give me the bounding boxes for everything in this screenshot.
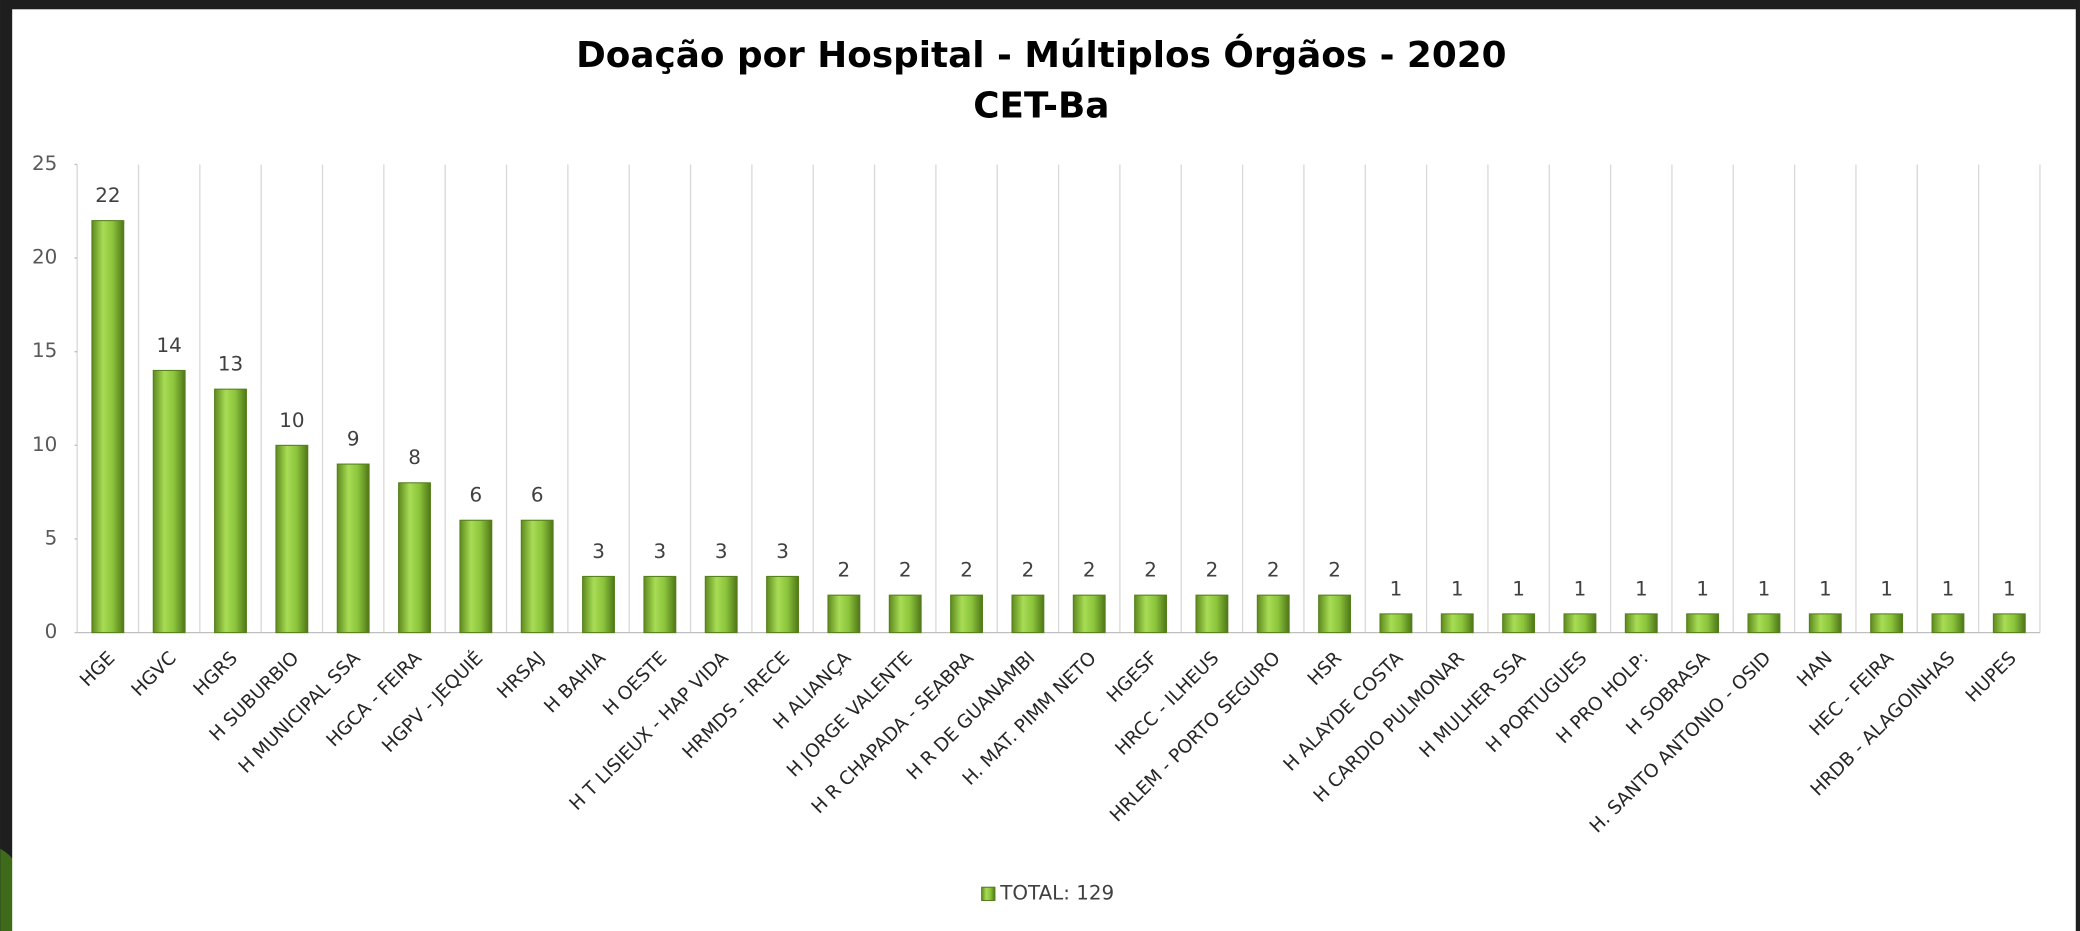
legend-swatch — [981, 886, 996, 902]
bar — [704, 575, 738, 634]
bar — [1808, 613, 1842, 634]
data-label: 2 — [1206, 559, 1219, 582]
bar — [1318, 594, 1352, 634]
y-tick-label: 10 — [32, 433, 57, 456]
data-label: 2 — [1144, 559, 1157, 582]
bar — [91, 220, 125, 634]
data-label: 3 — [776, 540, 789, 563]
bar — [336, 463, 370, 634]
data-label: 6 — [531, 484, 544, 507]
bar — [152, 369, 186, 634]
data-label: 2 — [1267, 559, 1280, 582]
bar — [1011, 594, 1045, 634]
bar — [1195, 594, 1229, 634]
y-tick-label: 5 — [45, 526, 58, 549]
data-label: 14 — [157, 334, 182, 357]
chart-subtitle: CET-Ba — [973, 85, 1109, 126]
bar — [1256, 594, 1290, 634]
legend-label: TOTAL: 129 — [999, 881, 1114, 904]
data-label: 1 — [2003, 577, 2016, 600]
data-label: 1 — [1512, 577, 1525, 600]
bar — [1870, 613, 1904, 634]
data-label: 22 — [95, 184, 120, 207]
data-label: 13 — [218, 353, 243, 376]
data-label: 1 — [1880, 577, 1893, 600]
data-label: 2 — [1022, 559, 1035, 582]
bar — [214, 388, 247, 634]
bar — [275, 444, 309, 634]
bar — [1624, 613, 1658, 634]
bar — [520, 519, 554, 634]
bar — [1931, 613, 1965, 634]
chart-title: Doação por Hospital - Múltiplos Órgãos -… — [576, 34, 1507, 76]
bar — [1134, 594, 1168, 634]
data-label: 6 — [470, 484, 483, 507]
y-tick-label: 20 — [32, 246, 57, 269]
data-label: 1 — [1635, 577, 1648, 600]
data-label: 9 — [347, 428, 360, 451]
bar — [1072, 594, 1106, 634]
chart-area — [12, 9, 2076, 931]
data-label: 1 — [1390, 577, 1403, 600]
bar — [582, 575, 615, 634]
data-label: 2 — [899, 559, 912, 582]
bar — [1992, 613, 2026, 634]
bar — [888, 594, 922, 634]
data-label: 2 — [960, 559, 973, 582]
data-label: 2 — [1083, 559, 1096, 582]
data-label: 3 — [654, 540, 667, 563]
data-label: 1 — [1451, 577, 1464, 600]
bar — [1379, 613, 1413, 634]
bar — [643, 575, 677, 634]
data-label: 10 — [279, 409, 304, 432]
y-tick-label: 0 — [45, 620, 58, 643]
bar — [1502, 613, 1536, 634]
data-label: 8 — [408, 446, 421, 469]
bar — [1563, 613, 1597, 634]
bar — [459, 519, 493, 634]
data-label: 1 — [1574, 577, 1587, 600]
bar — [398, 482, 431, 634]
data-label: 3 — [715, 540, 728, 563]
bar — [766, 575, 799, 634]
y-tick-label: 25 — [32, 152, 57, 175]
data-label: 3 — [592, 540, 605, 563]
data-label: 1 — [1696, 577, 1709, 600]
data-label: 1 — [1758, 577, 1771, 600]
data-label: 1 — [1942, 577, 1955, 600]
bar — [950, 594, 984, 634]
data-label: 2 — [838, 559, 851, 582]
y-tick-label: 15 — [32, 339, 57, 362]
data-label: 2 — [1328, 559, 1341, 582]
bar — [1747, 613, 1781, 634]
data-label: 1 — [1819, 577, 1832, 600]
bar — [827, 594, 861, 634]
bar — [1440, 613, 1474, 634]
bar — [1686, 613, 1720, 634]
